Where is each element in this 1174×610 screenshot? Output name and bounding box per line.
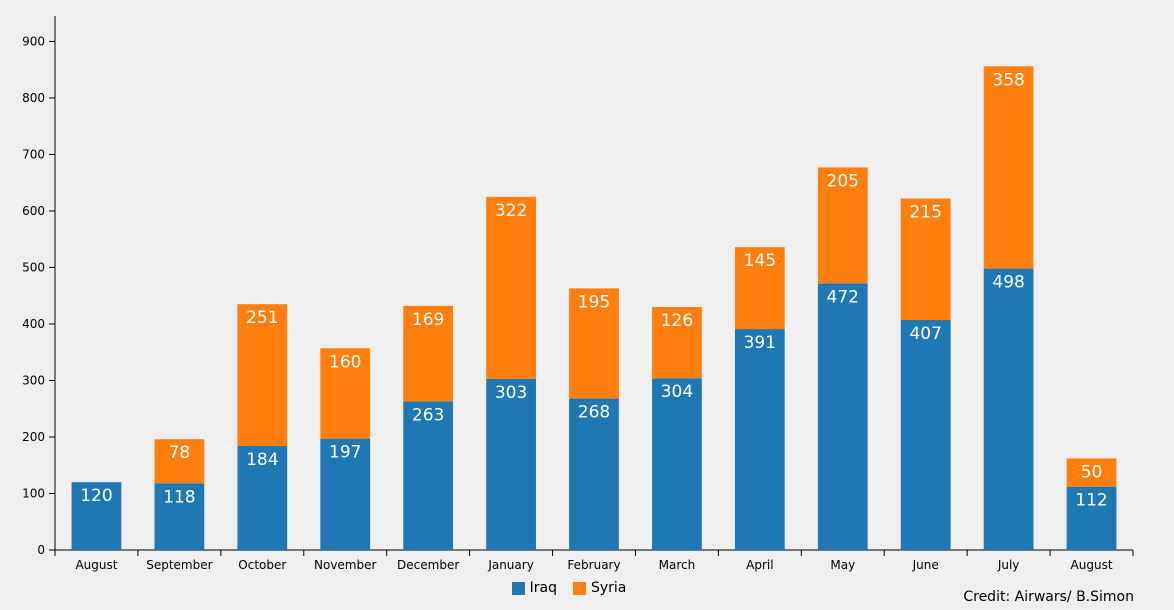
bar-syria-6 — [569, 288, 619, 399]
bar-label-syria-6: 195 — [578, 292, 610, 312]
bar-iraq-9 — [817, 283, 868, 550]
x-tick-label-3: November — [314, 558, 376, 572]
x-tick-label-0: August — [75, 558, 117, 572]
bar-syria-5 — [486, 196, 536, 379]
bar-label-syria-9: 205 — [827, 171, 859, 191]
bar-syria-2 — [237, 304, 288, 447]
credit-text: Credit: Airwars/ B.Simon — [963, 589, 1134, 605]
y-tick-label-600: 600 — [22, 204, 45, 218]
bar-label-iraq-9: 472 — [827, 287, 859, 307]
bar-label-syria-3: 160 — [329, 352, 361, 372]
bar-iraq-10 — [900, 320, 951, 550]
legend: Iraq Syria — [0, 580, 1138, 596]
y-tick-label-200: 200 — [22, 430, 45, 444]
legend-item-syria: Syria — [572, 580, 627, 596]
x-tick-label-9: May — [830, 558, 855, 572]
bar-iraq-12 — [1066, 486, 1117, 550]
bar-label-syria-10: 215 — [909, 203, 941, 223]
bar-iraq-11 — [983, 268, 1034, 550]
legend-item-iraq: Iraq — [511, 580, 557, 596]
bar-label-syria-7: 126 — [661, 311, 693, 331]
bar-syria-3 — [320, 348, 371, 439]
bar-iraq-3 — [320, 438, 371, 550]
x-tick-label-12: August — [1071, 558, 1113, 572]
x-tick-label-5: January — [487, 558, 534, 572]
bar-label-iraq-8: 391 — [744, 333, 776, 353]
bar-label-iraq-11: 498 — [992, 273, 1024, 293]
bar-iraq-4 — [403, 401, 454, 550]
bar-syria-1 — [154, 439, 205, 484]
bar-label-syria-12: 50 — [1081, 462, 1103, 482]
bar-label-syria-8: 145 — [744, 251, 776, 271]
y-tick-label-500: 500 — [22, 260, 45, 274]
x-tick-label-8: April — [746, 558, 773, 572]
y-tick-label-0: 0 — [37, 543, 45, 557]
bar-syria-11 — [983, 66, 1034, 269]
bar-label-iraq-0: 120 — [80, 486, 112, 506]
bar-label-iraq-5: 303 — [495, 383, 527, 403]
bar-iraq-1 — [154, 483, 205, 550]
bar-label-iraq-3: 197 — [329, 443, 361, 463]
x-tick-label-4: December — [397, 558, 459, 572]
bar-label-iraq-2: 184 — [246, 450, 278, 470]
x-tick-label-7: March — [659, 558, 696, 572]
bar-iraq-2 — [237, 446, 288, 550]
bar-label-iraq-12: 112 — [1075, 491, 1107, 511]
bar-label-iraq-6: 268 — [578, 403, 610, 423]
y-tick-label-900: 900 — [22, 34, 45, 48]
bar-iraq-8 — [734, 329, 785, 550]
bar-label-iraq-7: 304 — [661, 382, 693, 402]
bar-label-syria-1: 78 — [169, 443, 191, 463]
legend-swatch-syria — [572, 581, 586, 595]
x-tick-label-11: July — [997, 558, 1020, 572]
bar-iraq-6 — [569, 398, 619, 550]
legend-label-syria: Syria — [590, 580, 627, 596]
bar-syria-9 — [817, 167, 868, 284]
bar-iraq-7 — [652, 378, 702, 550]
bar-syria-10 — [900, 198, 951, 321]
bar-label-iraq-10: 407 — [909, 324, 941, 344]
bar-iraq-0 — [71, 482, 122, 550]
bar-label-iraq-1: 118 — [163, 487, 195, 507]
y-tick-label-400: 400 — [22, 317, 45, 331]
x-tick-label-2: October — [238, 558, 286, 572]
y-tick-label-700: 700 — [22, 147, 45, 161]
bar-label-syria-2: 251 — [246, 308, 278, 328]
bar-syria-12 — [1066, 458, 1117, 487]
bar-label-iraq-4: 263 — [412, 405, 444, 425]
bar-label-syria-11: 358 — [992, 70, 1024, 90]
bar-iraq-5 — [486, 378, 536, 550]
bar-label-syria-5: 322 — [495, 201, 527, 221]
x-tick-label-6: February — [567, 558, 620, 572]
y-tick-label-800: 800 — [22, 91, 45, 105]
legend-label-iraq: Iraq — [529, 580, 557, 596]
y-tick-label-100: 100 — [22, 486, 45, 500]
bar-syria-4 — [403, 305, 454, 402]
legend-swatch-iraq — [511, 581, 525, 595]
bar-syria-7 — [652, 307, 702, 379]
bar-syria-8 — [734, 247, 785, 330]
x-tick-label-10: June — [912, 558, 939, 572]
y-tick-label-300: 300 — [22, 373, 45, 387]
x-tick-label-1: September — [146, 558, 212, 572]
bar-label-syria-4: 169 — [412, 310, 444, 330]
